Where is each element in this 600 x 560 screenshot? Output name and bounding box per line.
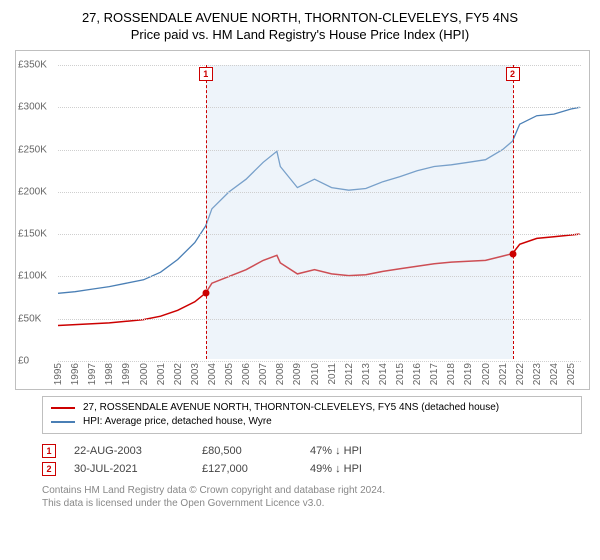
x-axis-label: 2002 [173, 363, 184, 385]
event-delta: 49% ↓ HPI [310, 460, 362, 478]
chart-title: 27, ROSSENDALE AVENUE NORTH, THORNTON-CL… [10, 10, 590, 25]
x-axis-label: 2016 [412, 363, 423, 385]
event-marker: 2 [506, 67, 520, 81]
x-axis-label: 2006 [241, 363, 252, 385]
gridline [58, 107, 581, 108]
gridline [58, 150, 581, 151]
x-axis-label: 1999 [121, 363, 132, 385]
legend-item: HPI: Average price, detached house, Wyre [51, 415, 573, 429]
event-list: 1 22-AUG-2003 £80,500 47% ↓ HPI 2 30-JUL-2021… [42, 442, 582, 478]
event-row: 1 22-AUG-2003 £80,500 47% ↓ HPI [42, 442, 582, 460]
chart-subtitle: Price paid vs. HM Land Registry's House … [10, 27, 590, 42]
event-marker: 2 [42, 462, 56, 476]
x-axis-label: 2011 [327, 363, 338, 385]
sale-point [202, 289, 209, 296]
x-axis-label: 1996 [70, 363, 81, 385]
x-axis-label: 2009 [292, 363, 303, 385]
x-axis-label: 2004 [207, 363, 218, 385]
x-axis-label: 2008 [275, 363, 286, 385]
x-axis-label: 2017 [429, 363, 440, 385]
legend-label: HPI: Average price, detached house, Wyre [83, 415, 272, 429]
legend: 27, ROSSENDALE AVENUE NORTH, THORNTON-CL… [42, 396, 582, 434]
x-axis-label: 1998 [104, 363, 115, 385]
event-marker: 1 [199, 67, 213, 81]
sale-point [509, 250, 516, 257]
event-row: 2 30-JUL-2021 £127,000 49% ↓ HPI [42, 460, 582, 478]
footer-line2: This data is licensed under the Open Gov… [42, 497, 590, 510]
footer: Contains HM Land Registry data © Crown c… [42, 484, 590, 510]
y-axis-label: £300K [18, 102, 47, 113]
x-axis-label: 2012 [344, 363, 355, 385]
event-marker: 1 [42, 444, 56, 458]
y-axis-label: £350K [18, 60, 47, 71]
y-axis-label: £50K [18, 313, 41, 324]
y-axis-label: £100K [18, 271, 47, 282]
gridline [58, 234, 581, 235]
gridline [58, 361, 581, 362]
x-axis-label: 2005 [224, 363, 235, 385]
event-delta: 47% ↓ HPI [310, 442, 362, 460]
x-axis-label: 2019 [463, 363, 474, 385]
legend-label: 27, ROSSENDALE AVENUE NORTH, THORNTON-CL… [83, 401, 499, 415]
y-axis-label: £150K [18, 229, 47, 240]
y-axis-label: £250K [18, 144, 47, 155]
x-axis-label: 2013 [361, 363, 372, 385]
event-price: £80,500 [202, 442, 292, 460]
gridline [58, 276, 581, 277]
x-axis-label: 2014 [378, 363, 389, 385]
x-axis-label: 2020 [481, 363, 492, 385]
x-axis-label: 1995 [53, 363, 64, 385]
gridline [58, 319, 581, 320]
event-date: 30-JUL-2021 [74, 460, 184, 478]
x-axis-label: 2018 [446, 363, 457, 385]
event-date: 22-AUG-2003 [74, 442, 184, 460]
shaded-region [206, 65, 513, 359]
legend-item: 27, ROSSENDALE AVENUE NORTH, THORNTON-CL… [51, 401, 573, 415]
footer-line1: Contains HM Land Registry data © Crown c… [42, 484, 590, 497]
gridline [58, 65, 581, 66]
x-axis-label: 2021 [498, 363, 509, 385]
legend-swatch [51, 407, 75, 409]
event-price: £127,000 [202, 460, 292, 478]
x-axis-label: 2007 [258, 363, 269, 385]
x-axis-label: 2001 [156, 363, 167, 385]
x-axis-label: 2003 [190, 363, 201, 385]
legend-swatch [51, 421, 75, 423]
gridline [58, 192, 581, 193]
y-axis-label: £0 [18, 356, 29, 367]
event-vline [513, 65, 514, 359]
x-axis-label: 2024 [549, 363, 560, 385]
chart-header: 27, ROSSENDALE AVENUE NORTH, THORNTON-CL… [10, 10, 590, 42]
x-axis-label: 2010 [310, 363, 321, 385]
x-axis-label: 2015 [395, 363, 406, 385]
x-axis-label: 2025 [566, 363, 577, 385]
x-axis-label: 2000 [139, 363, 150, 385]
x-axis-label: 1997 [87, 363, 98, 385]
event-vline [206, 65, 207, 359]
y-axis-label: £200K [18, 186, 47, 197]
chart-area: £0 £50K £100K £150K £200K £250K £300K £350K 1995… [15, 50, 590, 390]
x-axis-label: 2022 [515, 363, 526, 385]
x-axis-label: 2023 [532, 363, 543, 385]
